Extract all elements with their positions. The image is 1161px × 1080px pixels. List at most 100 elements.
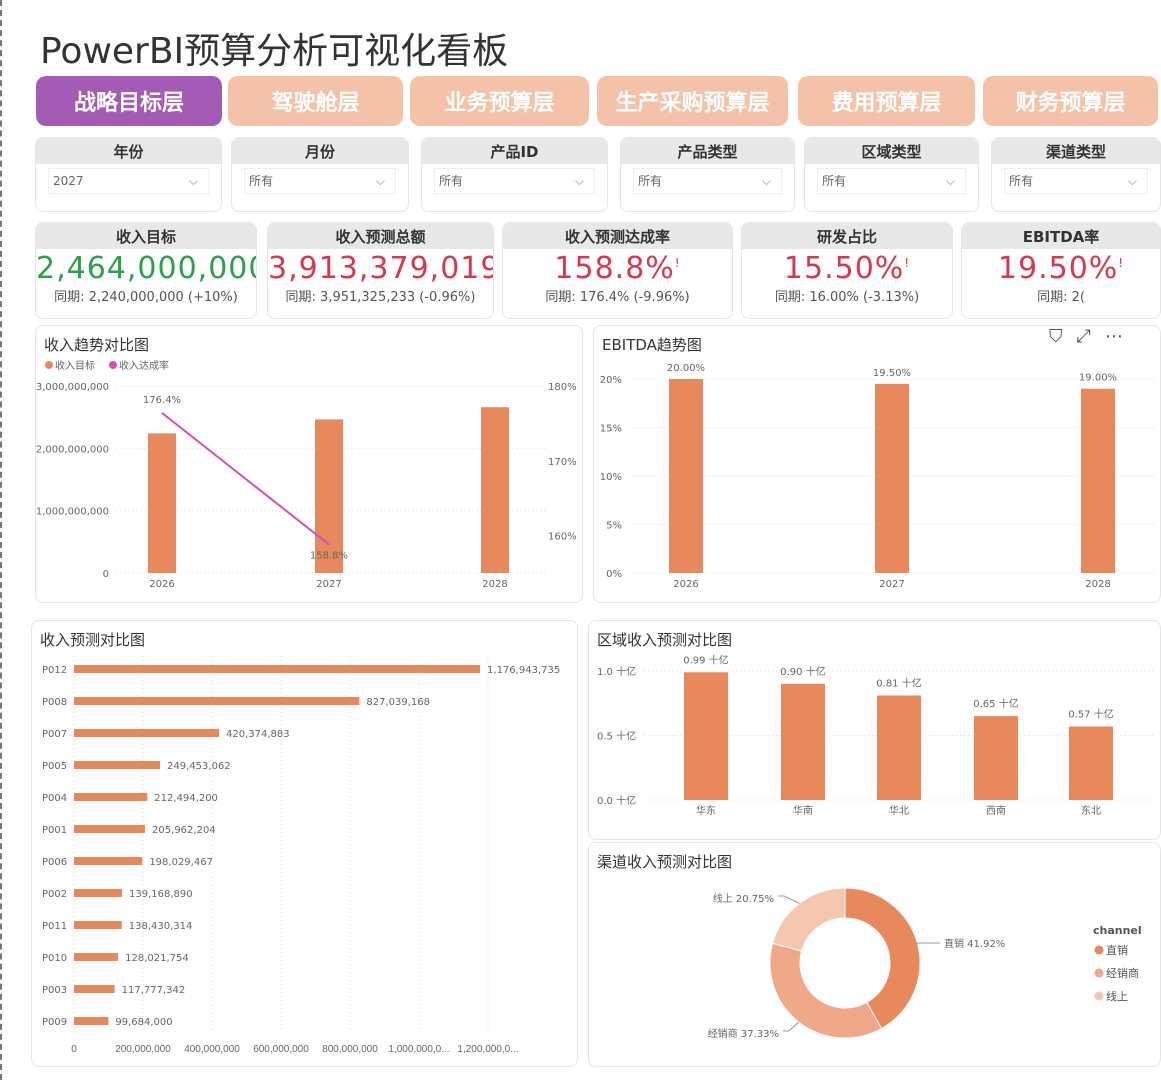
data-label: 176.4% <box>143 395 181 406</box>
bar-product-forecast <box>74 729 220 737</box>
filter-slicer: 区域类型 所有 ⌵ <box>804 137 979 212</box>
kpi-label: 收入目标 <box>36 223 256 249</box>
legend-label: 线上 <box>1106 989 1128 1003</box>
focus-mode-icon[interactable]: ⤢ <box>1076 326 1091 347</box>
x-tick-label: 2026 <box>149 579 174 590</box>
kpi-value: 158.8%! <box>503 251 732 286</box>
x-tick-label: 200,000,000 <box>115 1044 171 1055</box>
data-label: 0.57 十亿 <box>1068 707 1113 720</box>
nav-business-budget[interactable]: 业务预算层 <box>410 76 589 126</box>
kpi-label: 收入预测达成率 <box>503 223 732 249</box>
data-label: 212,494,200 <box>154 793 218 804</box>
bar-region-forecast <box>974 716 1018 800</box>
filter-value: 所有 <box>439 174 464 188</box>
chevron-down-icon: ⌵ <box>375 174 385 188</box>
y2-tick-label: 160% <box>548 532 577 543</box>
filter-slicer: 产品类型 所有 ⌵ <box>620 137 795 212</box>
y-tick-label: P011 <box>42 921 67 932</box>
data-label: 420,374,883 <box>226 729 290 740</box>
filter-icon[interactable]: ⛉ <box>1049 326 1063 347</box>
kpi-comparison: 同期: 3,951,325,233 (-0.96%) <box>285 290 476 305</box>
filter-dropdown[interactable]: 所有 ⌵ <box>244 168 396 194</box>
y-tick-label: 0.5 十亿 <box>597 730 636 743</box>
legend-label: 经销商 <box>1106 966 1139 980</box>
bar-product-forecast <box>74 857 143 865</box>
data-label: 128,021,754 <box>125 953 189 964</box>
nav-cockpit[interactable]: 驾驶舱层 <box>228 76 403 126</box>
y-tick-label: P006 <box>42 857 67 868</box>
nav-expense-budget[interactable]: 费用预算层 <box>798 76 975 126</box>
nav-production-budget[interactable]: 生产采购预算层 <box>597 76 788 126</box>
y-tick-label: P004 <box>42 793 67 804</box>
filter-dropdown[interactable]: 所有 ⌵ <box>633 168 782 194</box>
page-title: PowerBI预算分析可视化看板 <box>40 31 509 72</box>
visual-header-toolbar: ⛉ ⤢ ⋯ <box>1045 327 1127 347</box>
filter-dropdown[interactable]: 所有 ⌵ <box>817 168 966 194</box>
bar-region-forecast <box>684 672 728 800</box>
bar-region-forecast <box>877 695 921 800</box>
y-tick-label: 10% <box>600 472 622 483</box>
y2-tick-label: 180% <box>548 382 577 393</box>
bar-product-forecast <box>74 825 146 833</box>
y-tick-label: P007 <box>42 729 67 740</box>
data-label: 19.50% <box>873 368 911 379</box>
data-label: 138,430,314 <box>129 921 193 932</box>
x-tick-label: 西南 <box>986 804 1006 817</box>
y-tick-label: 0% <box>606 569 622 580</box>
data-label: 249,453,062 <box>167 761 231 772</box>
data-label: 158.8% <box>310 551 348 562</box>
bar-product-forecast <box>74 665 481 673</box>
filter-value: 所有 <box>249 174 274 188</box>
kpi-label: 收入预测总额 <box>268 223 493 249</box>
y-tick-label: P001 <box>42 825 67 836</box>
filter-label: 区域类型 <box>805 138 978 164</box>
y-tick-label: 1.0 十亿 <box>597 665 636 678</box>
kpi-number: 19.50% <box>997 251 1119 286</box>
kpi-number: 158.8% <box>554 251 675 286</box>
kpi-card: EBITDA率 19.50%! 同期: 2( <box>961 222 1161 319</box>
x-tick-label: 2026 <box>673 579 698 590</box>
filter-slicer: 年份 2027 ⌵ <box>35 137 222 212</box>
filter-dropdown[interactable]: 2027 ⌵ <box>48 168 209 194</box>
channel-forecast-chart: 渠道收入预测对比图 直销 41.92% 经销商 37.33% 线上 20.75% ch… <box>588 842 1161 1067</box>
bar-product-forecast <box>74 697 360 705</box>
filter-label: 渠道类型 <box>992 138 1160 164</box>
kpi-value: 15.50%! <box>742 251 952 286</box>
filter-value: 2027 <box>53 174 84 188</box>
nav-strategy[interactable]: 战略目标层 <box>36 76 222 126</box>
bar-ebitda <box>1081 388 1115 573</box>
y-tick-label: 0 <box>103 569 109 580</box>
kpi-number: 15.50% <box>783 251 905 286</box>
x-tick-label: 800,000,000 <box>322 1044 378 1055</box>
filter-dropdown[interactable]: 所有 ⌵ <box>1004 168 1148 194</box>
revenue-trend-plot: 收入目标 收入达成率 0 1,000,000,000 2,000,000,000 3,00… <box>36 359 577 590</box>
ebitda-trend-chart: EBITDA趋势图 0% 5% 10% 15% 20% 20.00% 2026 19.50% 2… <box>593 325 1161 603</box>
kpi-card: 收入预测总额 3,913,379,019! 同期: 3,951,325,233 … <box>267 222 494 319</box>
kpi-comparison: 同期: 176.4% (-9.96%) <box>545 290 690 305</box>
line-achievement-rate <box>161 412 330 546</box>
filter-dropdown[interactable]: 所有 ⌵ <box>434 168 595 194</box>
chart-title: 收入趋势对比图 <box>44 336 150 354</box>
legend-marker <box>45 361 53 369</box>
y-tick-label: 1,000,000,000 <box>36 507 109 518</box>
legend-label: 收入达成率 <box>119 359 169 372</box>
y-tick-label: 15% <box>600 424 622 435</box>
more-options-icon[interactable]: ⋯ <box>1104 326 1123 347</box>
y-tick-label: P012 <box>42 665 67 676</box>
data-label: 0.99 十亿 <box>683 653 728 666</box>
x-tick-label: 2027 <box>879 579 904 590</box>
chart-title: 区域收入预测对比图 <box>597 631 733 649</box>
data-label: 205,962,204 <box>152 825 216 836</box>
filter-label: 年份 <box>36 138 221 164</box>
y2-tick-label: 170% <box>548 457 577 468</box>
x-tick-label: 1,200,000,0... <box>457 1044 518 1055</box>
bar-ebitda <box>875 383 909 573</box>
data-label: 0.90 十亿 <box>780 665 825 678</box>
bar-product-forecast <box>74 921 122 929</box>
nav-finance-budget[interactable]: 财务预算层 <box>983 76 1158 126</box>
kpi-card: 收入目标 2,464,000,000✓ 同期: 2,240,000,000 (+… <box>35 222 257 319</box>
revenue-forecast-chart: 收入预测对比图 0 200,000,000 400,000,000 600,000,0… <box>31 620 578 1067</box>
x-tick-label: 华北 <box>889 804 909 817</box>
legend-label: 收入目标 <box>55 359 95 372</box>
x-tick-label: 2027 <box>316 579 341 590</box>
